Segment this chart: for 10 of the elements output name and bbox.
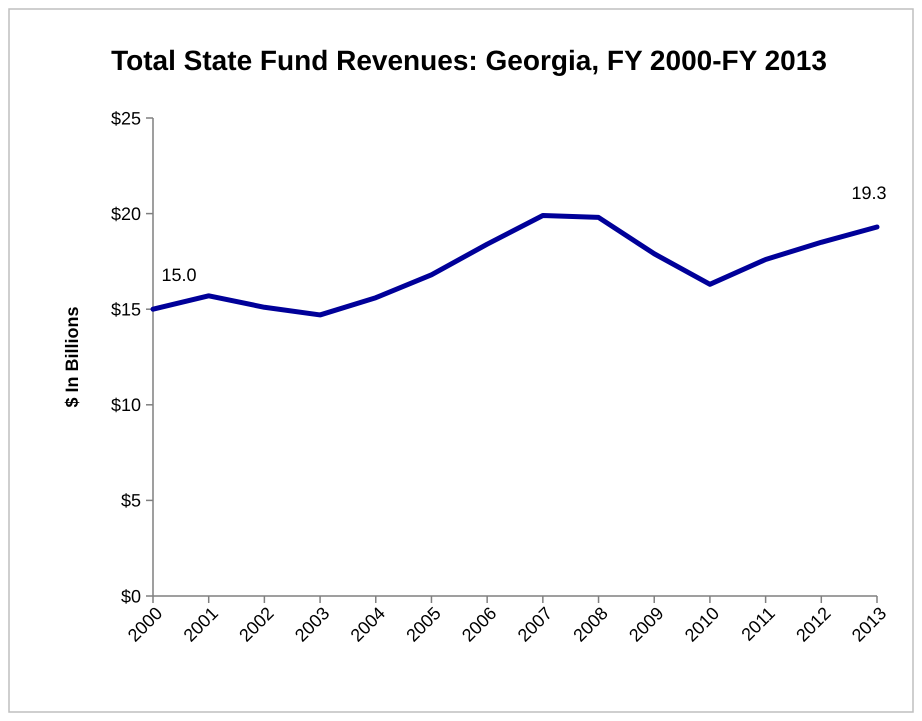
data-label: 19.3 <box>851 182 887 203</box>
y-tick-label: $0 <box>120 586 141 606</box>
y-axis-title: $ In Billions <box>62 306 82 408</box>
y-tick-label: $20 <box>110 204 141 224</box>
data-label: 15.0 <box>161 265 197 286</box>
y-tick-label: $5 <box>120 490 141 511</box>
y-tick-label: $15 <box>110 300 141 320</box>
y-tick-label: $10 <box>110 395 141 416</box>
y-tick-label: $25 <box>110 108 141 128</box>
chart-title: Total State Fund Revenues: Georgia, FY 2000-FY 2013 <box>111 45 827 76</box>
